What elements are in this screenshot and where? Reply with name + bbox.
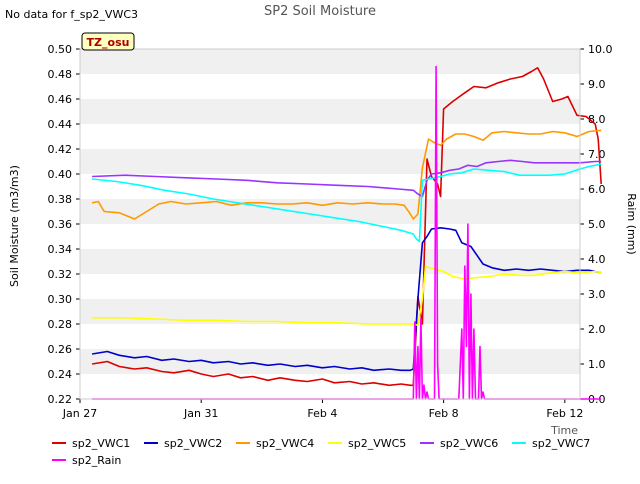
x-tick-label: Feb 8 — [429, 407, 459, 420]
legend-label-sp2_Rain: sp2_Rain — [72, 454, 121, 467]
y-tick-label: 0.24 — [48, 368, 73, 381]
x-axis-ticks: Jan 27 Jan 31 Feb 4 Feb 8 Feb 12 — [62, 399, 583, 420]
series-line-sp2_VWC6 — [92, 159, 602, 198]
background-band — [80, 124, 580, 149]
y-tick-label: 0.42 — [48, 143, 73, 156]
legend-label-sp2_VWC2: sp2_VWC2 — [164, 437, 222, 450]
background-band — [80, 249, 580, 274]
legend-label-sp2_VWC5: sp2_VWC5 — [348, 437, 406, 450]
y-tick-label: 0.40 — [48, 168, 73, 181]
y2-tick-label: 9.0 — [588, 78, 606, 91]
y2-tick-label: 2.0 — [588, 323, 606, 336]
background-band — [80, 374, 580, 399]
background-band — [80, 299, 580, 324]
background-band — [80, 174, 580, 199]
series-line-sp2_VWC4 — [91, 129, 602, 220]
series-line-sp2_VWC2 — [91, 227, 602, 372]
legend: sp2_VWC1 sp2_VWC2 sp2_VWC4 sp2_VWC5 sp2_VWC6… — [52, 437, 590, 467]
y-tick-label: 0.46 — [48, 93, 73, 106]
site-label-text: TZ_osu — [87, 36, 130, 49]
y-axis-ticks: 0.22 0.24 0.26 0.28 0.30 0.32 0.34 0.36 0.38 0.40… — [48, 43, 80, 406]
y2-tick-label: 10.0 — [588, 43, 613, 56]
y2-tick-label: 4.0 — [588, 253, 606, 266]
no-data-note: No data for f_sp2_VWC3 — [5, 8, 138, 21]
y2-tick-label: 7.0 — [588, 148, 606, 161]
y-tick-label: 0.44 — [48, 118, 73, 131]
y2-axis-label: Raim (mm) — [625, 193, 638, 254]
chart-title: SP2 Soil Moisture — [264, 4, 376, 19]
x-tick-label: Feb 4 — [307, 407, 337, 420]
y-tick-label: 0.30 — [48, 293, 73, 306]
background-band — [80, 349, 580, 374]
background-band — [80, 99, 580, 124]
series-line-sp2_VWC7 — [92, 163, 602, 243]
background-band — [80, 274, 580, 299]
y-tick-label: 0.50 — [48, 43, 73, 56]
y-tick-label: 0.34 — [48, 243, 73, 256]
legend-label-sp2_VWC1: sp2_VWC1 — [72, 437, 130, 450]
legend-label-sp2_VWC7: sp2_VWC7 — [532, 437, 590, 450]
y-tick-label: 0.48 — [48, 68, 73, 81]
background-band — [80, 199, 580, 224]
y-tick-label: 0.38 — [48, 193, 73, 206]
series-line-sp2_VWC5 — [92, 265, 602, 327]
background-band — [80, 49, 580, 74]
background-band — [80, 324, 580, 349]
background-band — [80, 224, 580, 249]
y2-tick-label: 1.0 — [588, 358, 606, 371]
y-axis-label: Soil Moisture (m3/m3) — [8, 165, 21, 287]
y2-tick-label: 3.0 — [588, 288, 606, 301]
y-tick-label: 0.26 — [48, 343, 73, 356]
y2-axis-ticks: 0.01.02.03.04.05.06.07.08.09.010.0 — [580, 43, 613, 406]
y-tick-label: 0.32 — [48, 268, 73, 281]
x-tick-label: Feb 12 — [546, 407, 583, 420]
background-bands — [80, 49, 580, 399]
x-tick-label: Jan 27 — [62, 407, 97, 420]
y2-tick-label: 5.0 — [588, 218, 606, 231]
y-tick-label: 0.36 — [48, 218, 73, 231]
y2-tick-label: 8.0 — [588, 113, 606, 126]
y-tick-label: 0.28 — [48, 318, 73, 331]
background-band — [80, 74, 580, 99]
y2-tick-label: 6.0 — [588, 183, 606, 196]
site-label-badge: TZ_osu — [81, 32, 135, 51]
y-tick-label: 0.22 — [48, 393, 73, 406]
x-tick-label: Jan 31 — [183, 407, 218, 420]
plot-frame — [79, 48, 581, 400]
x-axis-label: Time — [550, 424, 578, 437]
legend-label-sp2_VWC4: sp2_VWC4 — [256, 437, 314, 450]
legend-label-sp2_VWC6: sp2_VWC6 — [440, 437, 498, 450]
